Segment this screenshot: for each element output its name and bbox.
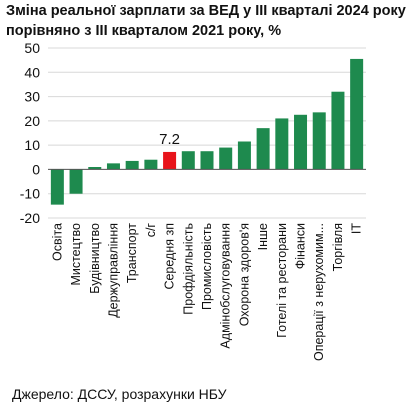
bar-8 (200, 151, 214, 170)
y-tick-label: -10 (20, 186, 40, 202)
bar-9 (219, 147, 233, 170)
bar-3 (106, 163, 120, 170)
category-label: ІТ (350, 223, 364, 234)
category-label: Будівництво (88, 223, 102, 294)
bar-4 (125, 160, 139, 170)
bar-12 (275, 118, 289, 170)
bar-13 (294, 114, 308, 170)
bar-11 (256, 128, 270, 170)
source-note: Джерело: ДССУ, розрахунки НБУ (12, 386, 227, 402)
bar-6 (163, 151, 177, 170)
y-tick-label: 20 (24, 113, 40, 129)
y-tick-label: 30 (24, 89, 40, 105)
category-label: Фінанси (294, 223, 308, 269)
category-label: Охорона здоров'я (237, 223, 251, 326)
bar-0 (50, 169, 64, 205)
chart-title: Зміна реальної зарплати за ВЕД у ІІІ ква… (6, 3, 406, 39)
category-label: Держуправління (106, 223, 120, 318)
category-label: Середня зп (163, 223, 177, 290)
bar-14 (312, 112, 326, 170)
bar-10 (237, 141, 251, 170)
bar-5 (144, 159, 158, 170)
y-tick-label: -20 (20, 210, 40, 226)
bar-7 (181, 151, 195, 170)
category-label: Операції з нерухомим... (312, 223, 326, 361)
category-label: Адмінобслуговування (219, 223, 233, 349)
y-tick-label: 50 (24, 40, 40, 56)
category-label: Інше (256, 223, 270, 250)
category-label: Торгівля (331, 223, 345, 271)
category-label: Мистецтво (69, 223, 83, 286)
highlight-value-label: 7.2 (159, 131, 180, 148)
y-tick-label: 0 (32, 161, 40, 177)
bar-15 (331, 91, 345, 170)
bar-2 (88, 167, 102, 170)
category-label: Готелі та ресторани (275, 223, 289, 338)
y-tick-label: 40 (24, 64, 40, 80)
bar-16 (350, 58, 364, 170)
bar-1 (69, 169, 83, 194)
category-label: Освіта (50, 223, 64, 261)
category-label: Профдіяльність (181, 223, 195, 315)
y-tick-label: 10 (24, 137, 40, 153)
category-label: Промисловість (200, 223, 214, 310)
category-label: с/г (144, 223, 158, 238)
category-label: Транспорт (125, 223, 139, 283)
